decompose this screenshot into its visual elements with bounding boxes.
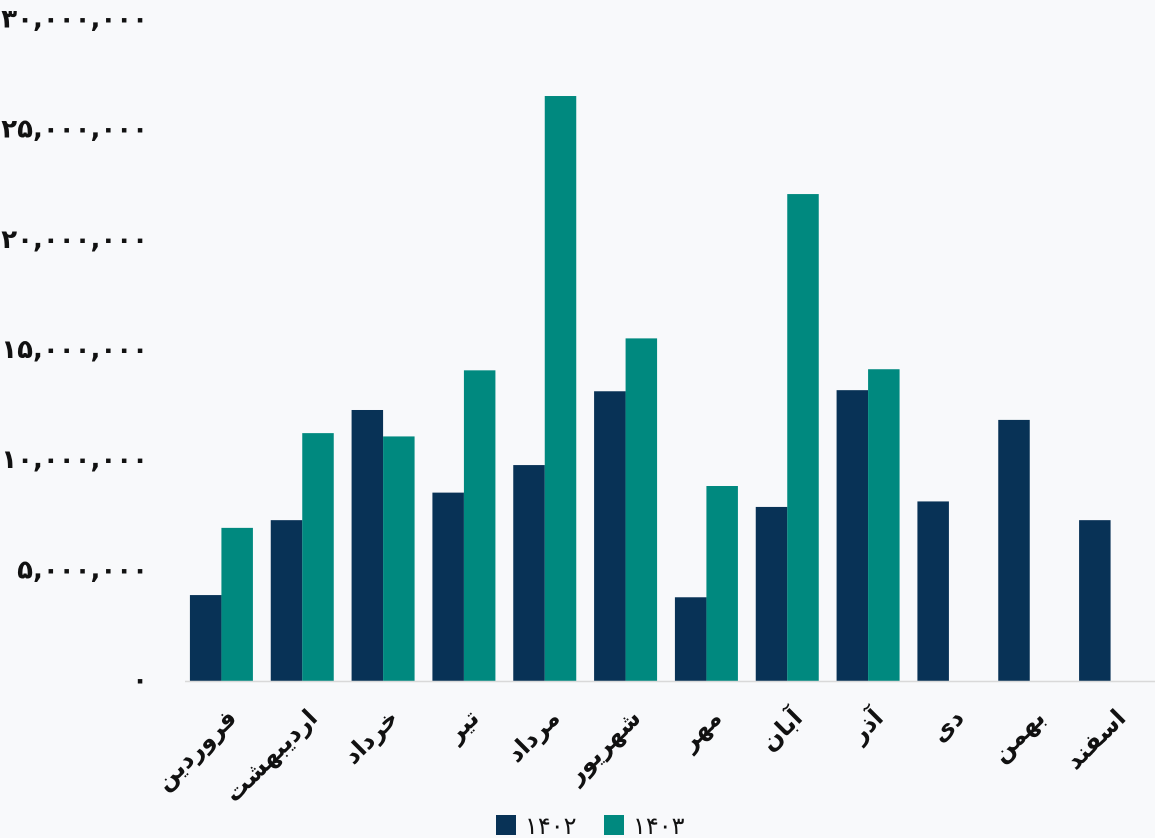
bar-series2 bbox=[787, 194, 819, 681]
bar-series2 bbox=[544, 96, 577, 681]
y-axis-ticks: ۰ ۵,۰۰۰,۰۰۰ ۱۰,۰۰۰,۰۰۰ ۱۵,۰۰۰,۰۰۰ ۲۰,۰۰۰,۰۰۰… bbox=[1, 5, 148, 696]
bar-series1 bbox=[674, 597, 707, 681]
y-tick-label: ۱۵,۰۰۰,۰۰۰ bbox=[1, 335, 148, 365]
bar-series1 bbox=[1079, 520, 1111, 681]
legend-swatch bbox=[604, 815, 624, 835]
x-tick-label: آبان bbox=[754, 703, 808, 757]
bar-series2 bbox=[302, 433, 334, 681]
x-tick-label: مهر bbox=[674, 704, 727, 757]
y-tick-label: ۵,۰۰۰,۰۰۰ bbox=[17, 555, 148, 585]
bar-series2 bbox=[463, 370, 496, 681]
bar-series2 bbox=[868, 369, 900, 681]
y-tick-label: ۳۰,۰۰۰,۰۰۰ bbox=[1, 5, 148, 35]
bar-series2 bbox=[625, 338, 658, 681]
y-tick-label: ۱۰,۰۰۰,۰۰۰ bbox=[1, 445, 148, 475]
bars bbox=[189, 96, 1111, 681]
bar-series1 bbox=[594, 391, 626, 681]
legend-label: ۱۴۰۲ bbox=[525, 812, 577, 838]
bar-series1 bbox=[836, 390, 869, 681]
bar-series1 bbox=[189, 595, 222, 681]
y-tick-label: ۲۰,۰۰۰,۰۰۰ bbox=[1, 225, 148, 255]
bar-series1 bbox=[351, 409, 384, 681]
bar-series1 bbox=[432, 492, 464, 681]
x-tick-label: مرداد bbox=[501, 704, 565, 768]
x-tick-label: آذر bbox=[843, 703, 889, 749]
x-tick-label: خرداد bbox=[338, 704, 404, 770]
x-tick-label: شهریور bbox=[561, 704, 647, 790]
y-tick-label: ۰ bbox=[132, 666, 148, 696]
y-tick-label: ۲۵,۰۰۰,۰۰۰ bbox=[1, 115, 148, 145]
x-tick-label: بهمن bbox=[986, 704, 1050, 768]
x-tick-label: دی bbox=[926, 704, 970, 748]
x-tick-label: تیر bbox=[440, 704, 484, 748]
bar-series1 bbox=[755, 506, 788, 681]
bar-series2 bbox=[383, 436, 415, 681]
legend-swatch bbox=[496, 815, 516, 835]
bar-series1 bbox=[998, 419, 1030, 681]
bar-series1 bbox=[917, 501, 949, 681]
legend-label: ۱۴۰۳ bbox=[633, 812, 685, 838]
x-tick-label: اسفند bbox=[1060, 704, 1131, 775]
bar-series2 bbox=[221, 527, 253, 681]
legend: ۱۴۰۲ ۱۴۰۳ bbox=[496, 812, 685, 838]
bar-series2 bbox=[706, 486, 738, 681]
bar-series1 bbox=[513, 465, 545, 681]
bar-series1 bbox=[270, 520, 303, 681]
